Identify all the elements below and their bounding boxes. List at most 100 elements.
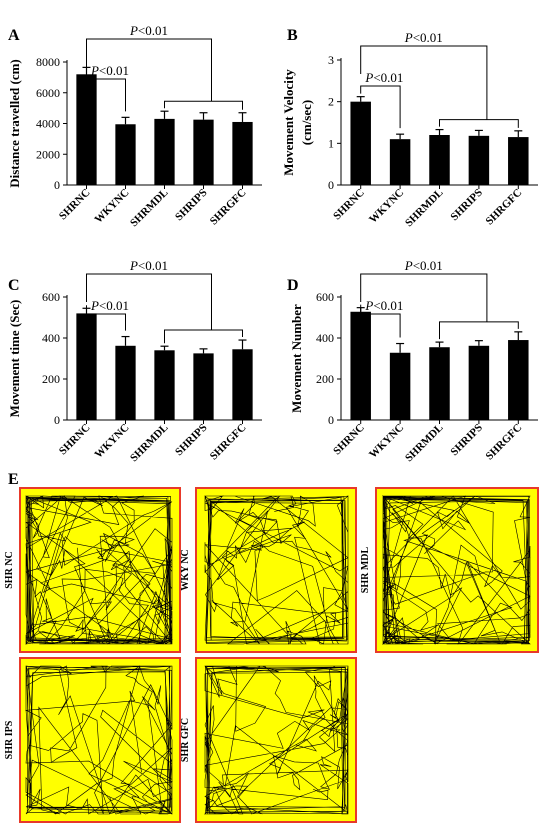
chart-panel-B: B 0 1 2 3 Movement Velocity (cm/sec) SHRNC WKYNC… (281, 27, 538, 229)
arena-box (195, 487, 357, 653)
p-value: <0.01 (99, 298, 129, 313)
track-path (204, 495, 349, 645)
bar (76, 74, 97, 185)
significance-label: P<0.01 (129, 258, 168, 273)
x-tick-label: SHRIPS (448, 187, 485, 224)
chart-panel-C: C 0 200 400 600 Movement time (Sec) SHRNC WKYNC… (7, 258, 262, 464)
bar (389, 139, 411, 185)
track-arena: WKY NC (180, 487, 357, 653)
p-value: <0.01 (138, 258, 168, 273)
y-tick-label: 400 (316, 331, 334, 345)
x-tick-label: WKYNC (367, 422, 406, 461)
arena-box (19, 657, 181, 823)
arena-label: WKY NC (180, 549, 191, 591)
x-tick-label: SHRGFC (208, 422, 249, 463)
bar (154, 350, 175, 420)
group-bracket (439, 119, 519, 128)
track-arena: SHR NC (4, 487, 181, 653)
track-path (24, 665, 174, 815)
chart-panel-A: A 0 2000 4000 6000 8000 Distance travelled (cm… (7, 23, 262, 229)
p-symbol: P (364, 298, 373, 313)
p-value: <0.01 (138, 23, 168, 38)
p-symbol: P (404, 258, 413, 273)
track-path (204, 496, 348, 644)
p-symbol: P (129, 258, 138, 273)
bar (429, 347, 450, 420)
significance-label: P<0.01 (90, 63, 129, 78)
x-tick-label: SHRNC (57, 422, 93, 458)
p-value: <0.01 (413, 258, 443, 273)
significance-bracket (86, 64, 126, 112)
y-tick-label: 0 (328, 413, 334, 427)
bar (193, 353, 214, 420)
bar (468, 135, 490, 185)
panel-letter: C (8, 277, 20, 294)
bar (389, 352, 411, 420)
x-tick-label: WKYNC (92, 422, 131, 461)
x-tick-label: SHRMDL (403, 422, 446, 465)
panel-letter: A (8, 27, 20, 44)
p-symbol: P (90, 63, 99, 78)
y-tick-label: 200 (42, 372, 60, 386)
x-tick-label: SHRMDL (128, 187, 171, 230)
tracks-panel: E SHR NC WKY NC SHR MDL SHR IPS SHR GFC (4, 471, 539, 823)
arena-label: SHR NC (4, 551, 15, 589)
significance-label: P<0.01 (404, 30, 443, 45)
significance-label: P<0.01 (90, 298, 129, 313)
y-tick-label: 3 (328, 53, 334, 67)
significance-bracket (86, 305, 126, 331)
significance-bracket (360, 45, 488, 120)
significance-bracket (360, 304, 401, 338)
p-symbol: P (364, 70, 373, 85)
track-path (204, 665, 349, 816)
arena-label: SHR MDL (360, 546, 371, 593)
chart-panel-D: D 0 200 400 600 Movement Number SHRNC WKYNCSHRM… (287, 258, 538, 464)
group-bracket (164, 329, 243, 344)
y-tick-label: 200 (316, 372, 334, 386)
arena-box (19, 487, 181, 653)
x-tick-label: SHRNC (57, 187, 93, 223)
bar (508, 340, 529, 420)
x-tick-label: SHRNC (331, 187, 367, 223)
y-tick-label: 0 (328, 178, 334, 192)
panel-letter: D (287, 277, 299, 294)
bar (232, 121, 253, 185)
p-symbol: P (404, 30, 413, 45)
p-value: <0.01 (373, 298, 403, 313)
y-tick-label: 600 (42, 290, 60, 304)
significance-bracket (360, 85, 401, 129)
x-tick-label: SHRIPS (173, 187, 210, 224)
bar (468, 345, 490, 420)
x-tick-label: SHRMDL (128, 422, 171, 465)
x-tick-label: SHRNC (331, 422, 367, 458)
bar (115, 124, 136, 185)
y-tick-label: 0 (54, 178, 60, 192)
p-value: <0.01 (373, 70, 403, 85)
track-path (382, 495, 531, 645)
significance-bracket (360, 273, 488, 322)
track-arena: SHR MDL (360, 487, 539, 653)
bar (429, 135, 450, 185)
y-axis-label: Movement time (Sec) (7, 300, 22, 418)
y-tick-label: 8000 (36, 55, 60, 69)
p-value: <0.01 (413, 30, 443, 45)
panel-letter: B (287, 27, 298, 44)
track-arena: SHR GFC (180, 657, 357, 823)
significance-label: P<0.01 (364, 70, 403, 85)
track-path (25, 495, 174, 645)
y-axis-label: Distance travelled (cm) (7, 59, 22, 188)
bar (508, 137, 529, 185)
bar (350, 101, 371, 185)
arena-label: SHR GFC (180, 718, 191, 762)
bar (193, 119, 214, 185)
panel-letter: E (8, 471, 19, 488)
y-axis-label: Movement Velocity (281, 69, 296, 176)
y-tick-label: 0 (54, 413, 60, 427)
significance-label: P<0.01 (404, 258, 443, 273)
bar (154, 118, 175, 185)
track-arena: SHR IPS (4, 657, 181, 823)
x-tick-label: SHRGFC (484, 422, 525, 463)
significance-bracket (86, 38, 212, 102)
y-tick-label: 2 (328, 95, 334, 109)
